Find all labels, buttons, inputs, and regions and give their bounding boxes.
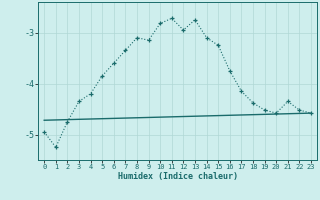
X-axis label: Humidex (Indice chaleur): Humidex (Indice chaleur) xyxy=(118,172,238,181)
